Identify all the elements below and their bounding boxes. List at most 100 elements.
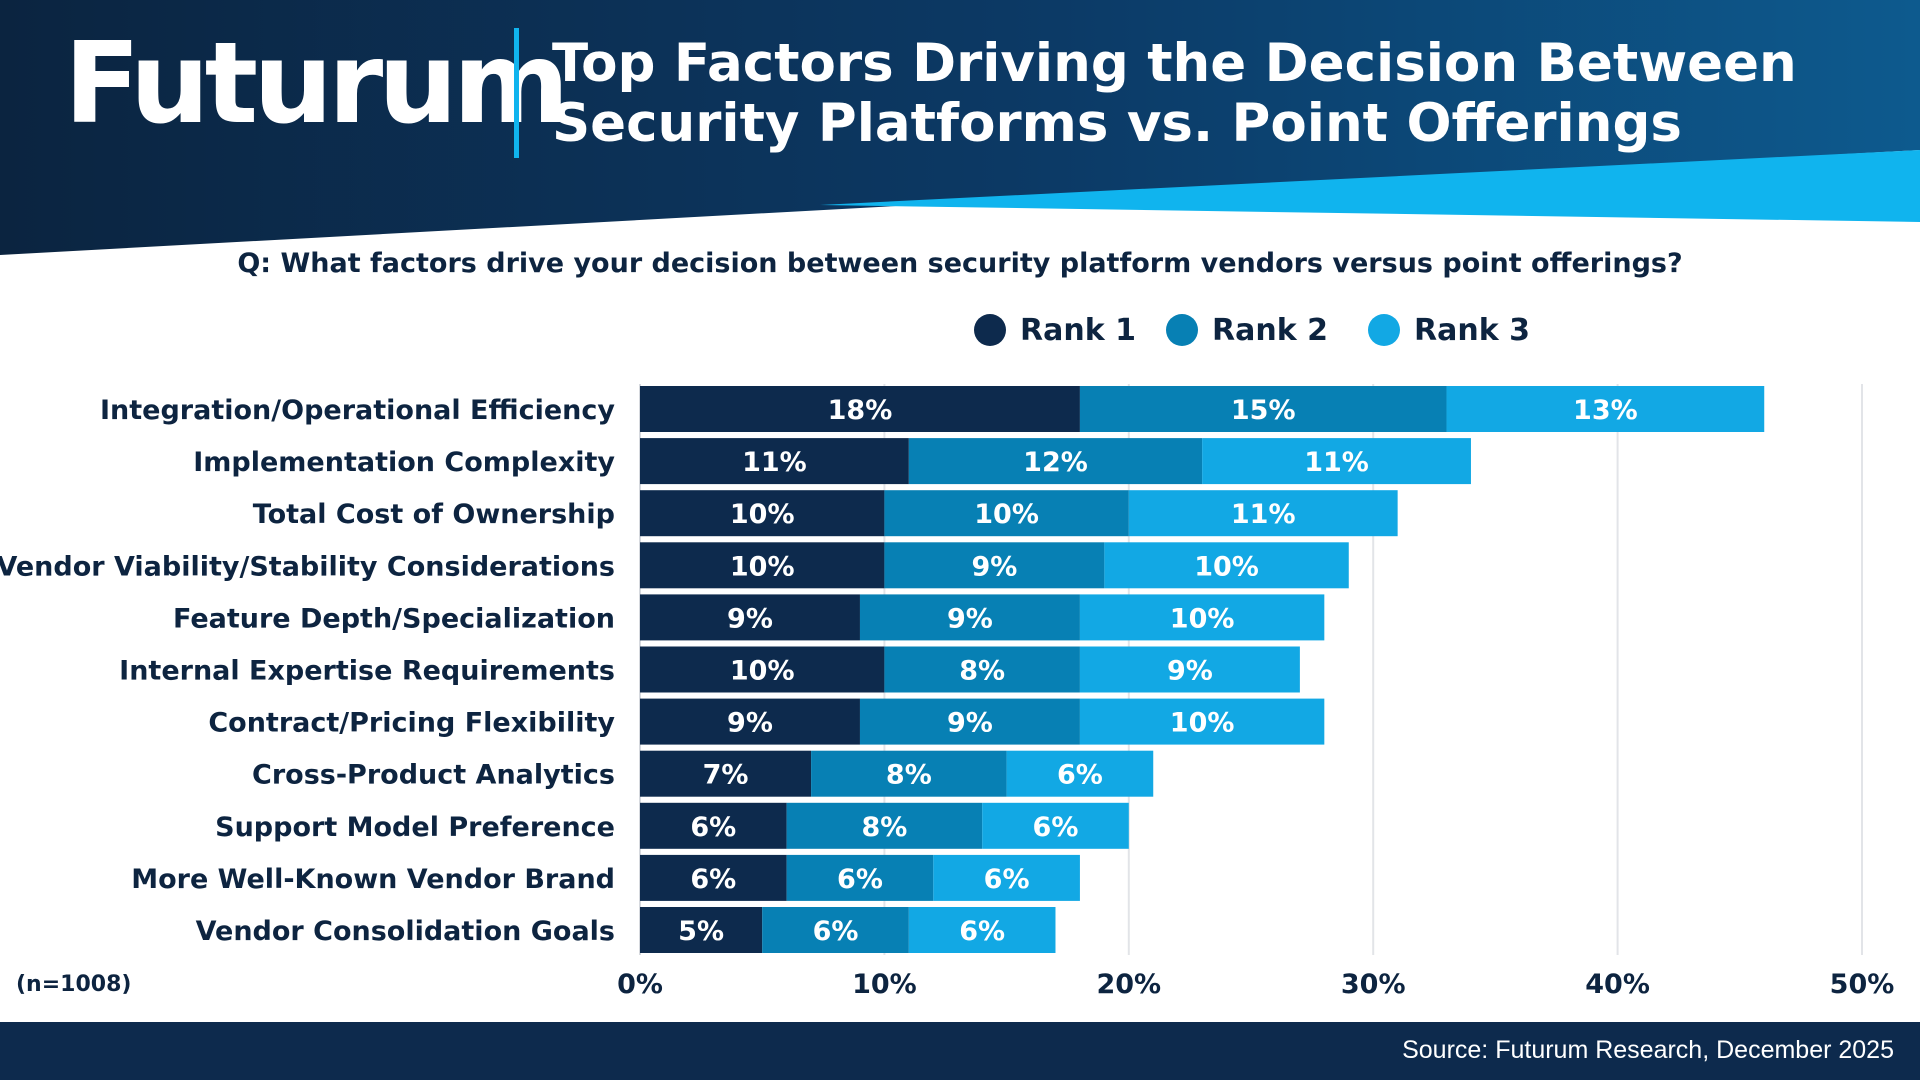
data-label: 6% [837, 864, 883, 895]
data-label: 10% [730, 499, 795, 530]
bar-segment-rank-3 [1006, 750, 1154, 797]
category-label: Total Cost of Ownership [253, 499, 615, 530]
header-banner: Futurum Top Factors Driving the Decision… [0, 0, 1920, 260]
category-label: Internal Expertise Requirements [119, 656, 615, 687]
bar-segment-rank-2 [786, 854, 934, 901]
bar-segment-rank-1 [640, 907, 763, 953]
x-tick-label: 20% [1096, 969, 1161, 1000]
category-label: Vendor Viability/Stability Consideration… [0, 551, 615, 582]
legend-item-rank-2: Rank 2 [1166, 308, 1328, 352]
title-line-1: Top Factors Driving the Decision Between [552, 33, 1797, 94]
bar-segment-rank-3 [1202, 438, 1471, 485]
bar-segment-rank-3 [908, 907, 1056, 953]
data-label: 6% [1057, 760, 1103, 791]
data-label: 10% [1170, 603, 1235, 634]
bar-segment-rank-3 [1104, 542, 1349, 589]
bar-segment-rank-2 [762, 907, 909, 953]
legend-label-rank-2: Rank 2 [1212, 312, 1328, 348]
data-label: 8% [886, 760, 932, 791]
legend-item-rank-3: Rank 3 [1368, 308, 1530, 352]
futurum-logo: Futurum [64, 19, 570, 149]
category-label: Vendor Consolidation Goals [196, 916, 615, 947]
bar-segment-rank-1 [640, 698, 860, 745]
bar-segment-rank-2 [884, 542, 1105, 589]
category-label: Cross-Product Analytics [252, 760, 615, 791]
bar-segment-rank-3 [982, 802, 1129, 849]
legend-swatch-rank-2 [1166, 314, 1198, 346]
data-label: 10% [1170, 708, 1235, 739]
data-label: 10% [1194, 551, 1259, 582]
bar-segment-rank-2 [884, 490, 1129, 537]
category-label: Support Model Preference [215, 812, 615, 843]
bar-segment-rank-3 [1446, 386, 1765, 432]
sample-size-note: (n=1008) [16, 972, 132, 997]
data-label: 6% [984, 864, 1030, 895]
data-label: 9% [1167, 656, 1213, 687]
bar-segment-rank-1 [640, 386, 1080, 432]
source-text: Source: Futurum Research, December 2025 [1402, 1036, 1894, 1064]
data-label: 8% [959, 656, 1005, 687]
footer-bar: Source: Futurum Research, December 2025 [0, 1022, 1920, 1080]
bar-segment-rank-2 [884, 646, 1080, 693]
data-label: 8% [861, 812, 907, 843]
bar-segment-rank-3 [1079, 698, 1325, 745]
data-label: 15% [1231, 395, 1296, 426]
legend-label-rank-3: Rank 3 [1414, 312, 1530, 348]
x-tick-label: 10% [852, 969, 917, 1000]
bar-segment-rank-3 [933, 854, 1080, 901]
bar-segment-rank-2 [786, 802, 983, 849]
stacked-bar-chart: 0% 10% 20% 30% 40% 50% Integration/Operational… [0, 384, 1895, 1000]
data-label: 10% [730, 656, 795, 687]
bar-segment-rank-1 [640, 802, 787, 849]
data-label: 13% [1573, 395, 1638, 426]
header-background [0, 0, 1920, 255]
legend-label-rank-1: Rank 1 [1020, 312, 1136, 348]
category-label: More Well-Known Vendor Brand [131, 864, 615, 895]
legend-item-rank-1: Rank 1 [974, 308, 1136, 352]
bar-segment-rank-2 [859, 594, 1080, 641]
bar-segment-rank-2 [1079, 386, 1447, 432]
bar-segment-rank-2 [811, 750, 1007, 797]
data-label: 9% [947, 603, 993, 634]
title-line-2: Security Platforms vs. Point Offerings [552, 93, 1682, 154]
data-label: 6% [1033, 812, 1079, 843]
data-label: 11% [1304, 447, 1369, 478]
legend-swatch-rank-3 [1368, 314, 1400, 346]
bar-segment-rank-2 [859, 698, 1080, 745]
x-tick-label: 30% [1341, 969, 1406, 1000]
bar-segment-rank-1 [640, 854, 787, 901]
bar-segment-rank-1 [640, 594, 860, 641]
data-label: 10% [730, 551, 795, 582]
bar-segment-rank-1 [640, 646, 885, 693]
x-tick-label: 40% [1585, 969, 1650, 1000]
data-label: 6% [813, 916, 859, 947]
x-tick-label: 0% [617, 969, 663, 1000]
data-label: 12% [1023, 447, 1088, 478]
data-label: 10% [974, 499, 1039, 530]
data-label: 9% [727, 708, 773, 739]
category-label: Contract/Pricing Flexibility [208, 708, 615, 739]
x-tick-label: 50% [1830, 969, 1895, 1000]
data-label: 18% [828, 395, 893, 426]
bar-segment-rank-3 [1128, 490, 1398, 537]
bar-segment-rank-1 [640, 750, 812, 797]
bar-segment-rank-1 [640, 490, 885, 537]
legend-swatch-rank-1 [974, 314, 1006, 346]
data-label: 6% [959, 916, 1005, 947]
header-dark-band [0, 0, 1920, 255]
data-label: 9% [727, 603, 773, 634]
data-label: 11% [1231, 499, 1296, 530]
bar-segment-rank-2 [908, 438, 1203, 485]
category-label: Implementation Complexity [193, 447, 615, 478]
data-label: 9% [947, 708, 993, 739]
bar-segment-rank-3 [1079, 594, 1325, 641]
data-label: 11% [742, 447, 807, 478]
category-label: Feature Depth/Specialization [173, 603, 615, 634]
bar-segment-rank-1 [640, 438, 909, 485]
bar-segment-rank-1 [640, 542, 885, 589]
survey-question: Q: What factors drive your decision betw… [237, 248, 1683, 279]
data-label: 7% [703, 760, 749, 791]
data-label: 5% [678, 916, 724, 947]
data-label: 9% [971, 551, 1017, 582]
header-divider [514, 28, 519, 158]
